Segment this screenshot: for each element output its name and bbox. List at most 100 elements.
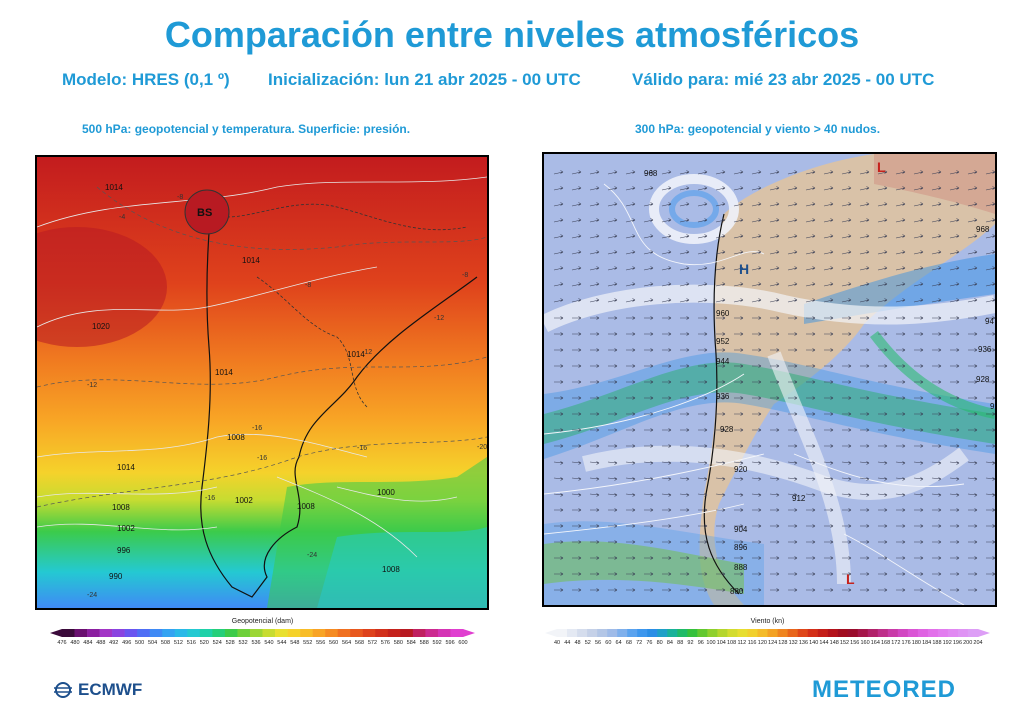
wind-arrow — [914, 588, 924, 592]
wind-colorbar-tick: 60 — [605, 640, 612, 646]
wind-arrow — [769, 461, 780, 465]
wind-colorbar-tick: 48 — [574, 640, 581, 646]
wind-arrow — [661, 493, 672, 497]
wind-arrow — [769, 218, 780, 223]
wind-arrow — [788, 380, 798, 384]
wind-arrow — [787, 234, 798, 239]
wind-arrow — [752, 540, 762, 544]
wind-arrow — [553, 202, 564, 207]
wind-arrow — [626, 412, 636, 416]
wind-colorbar-tick: 68 — [625, 640, 632, 646]
wind-arrow — [626, 444, 636, 448]
wind-arrow — [608, 444, 618, 448]
wind-arrow — [770, 588, 780, 592]
wind-arrow — [643, 234, 654, 239]
isobar-label: 1008 — [297, 502, 315, 511]
wind-arrow — [752, 412, 762, 416]
wind-arrow — [697, 266, 708, 271]
wind-arrow — [805, 477, 816, 481]
wind-arrow — [950, 508, 960, 512]
wind-arrow — [805, 282, 816, 287]
wind-arrow — [608, 428, 618, 432]
wind-arrow — [841, 298, 852, 303]
wind-arrow — [680, 444, 690, 448]
wind-arrow — [896, 348, 906, 352]
wind-arrow — [752, 444, 762, 448]
wind-arrow — [553, 218, 564, 223]
wind-arrow — [643, 250, 654, 255]
wind-arrow — [662, 444, 672, 448]
contour-label: 952 — [716, 337, 730, 346]
wind-arrow — [913, 298, 924, 303]
isobar-label: 1014 — [105, 183, 123, 192]
wind-arrow — [823, 218, 834, 223]
wind-arrow — [590, 588, 600, 592]
wind-colorbar-swatch — [867, 629, 879, 637]
wind-arrow — [716, 428, 726, 432]
wind-arrow — [877, 170, 888, 175]
wind-arrow — [607, 186, 618, 191]
wind-arrow — [572, 444, 582, 448]
wind-arrow — [680, 588, 690, 592]
wind-arrow — [895, 234, 906, 239]
wind-arrow — [787, 170, 798, 175]
wind-arrow — [913, 477, 924, 481]
wind-arrow — [715, 234, 726, 239]
wind-arrow — [932, 508, 942, 512]
wind-arrow — [553, 186, 564, 191]
wind-arrow — [554, 332, 564, 336]
wind-arrow — [589, 170, 600, 175]
wind-arrow — [788, 588, 798, 592]
contour-label: 880 — [730, 587, 744, 596]
wind-arrow — [913, 461, 924, 465]
wind-arrow — [877, 234, 888, 239]
wind-arrow — [950, 332, 960, 336]
wind-arrow — [842, 364, 852, 368]
wind-arrow — [896, 332, 906, 336]
wind-colorbar-swatch — [897, 629, 909, 637]
wind-arrow — [752, 396, 762, 400]
wind-arrow — [859, 186, 870, 191]
wind-colorbar-tick: 176 — [901, 640, 911, 646]
wind-arrow — [896, 380, 906, 384]
geopotential-colorbar-tick: 496 — [122, 640, 132, 646]
wind-arrow — [572, 556, 582, 560]
wind-arrow — [950, 412, 960, 416]
wind-arrow — [842, 508, 852, 512]
wind-arrow — [896, 364, 906, 368]
wind-arrow — [788, 508, 798, 512]
contour-label: 896 — [734, 543, 748, 552]
wind-arrow — [554, 316, 564, 320]
wind-colorbar-tick: 124 — [768, 640, 778, 646]
wind-colorbar-tick: 160 — [860, 640, 870, 646]
wind-arrow — [554, 364, 564, 368]
wind-arrow — [806, 508, 816, 512]
wind-arrow — [841, 461, 852, 465]
wind-arrow — [896, 572, 906, 576]
wind-arrow — [914, 380, 924, 384]
wind-arrow — [716, 396, 726, 400]
wind-arrow — [733, 477, 744, 481]
wind-colorbar-swatch — [677, 629, 688, 637]
wind-arrow — [788, 428, 798, 432]
wind-arrow — [896, 508, 906, 512]
wind-arrow — [985, 202, 995, 207]
wind-arrow — [626, 396, 636, 400]
wind-arrow — [806, 348, 816, 352]
wind-arrow — [769, 266, 780, 271]
wind-arrow — [716, 380, 726, 384]
wind-colorbar-tick: 180 — [911, 640, 921, 646]
wind-arrow — [968, 332, 978, 336]
wind-colorbar-swatch — [797, 629, 808, 637]
wind-arrow — [590, 556, 600, 560]
wind-arrow — [967, 493, 978, 497]
geopotential-colorbar-tick: 492 — [109, 640, 119, 646]
wind-arrow — [787, 266, 798, 271]
wind-arrow — [554, 428, 564, 432]
wind-arrow — [752, 508, 762, 512]
wind-arrow — [698, 588, 708, 592]
wind-arrow — [589, 266, 600, 271]
wind-arrow — [697, 282, 708, 287]
geopotential-colorbar-tick: 572 — [367, 640, 378, 646]
wind-arrow — [644, 556, 654, 560]
